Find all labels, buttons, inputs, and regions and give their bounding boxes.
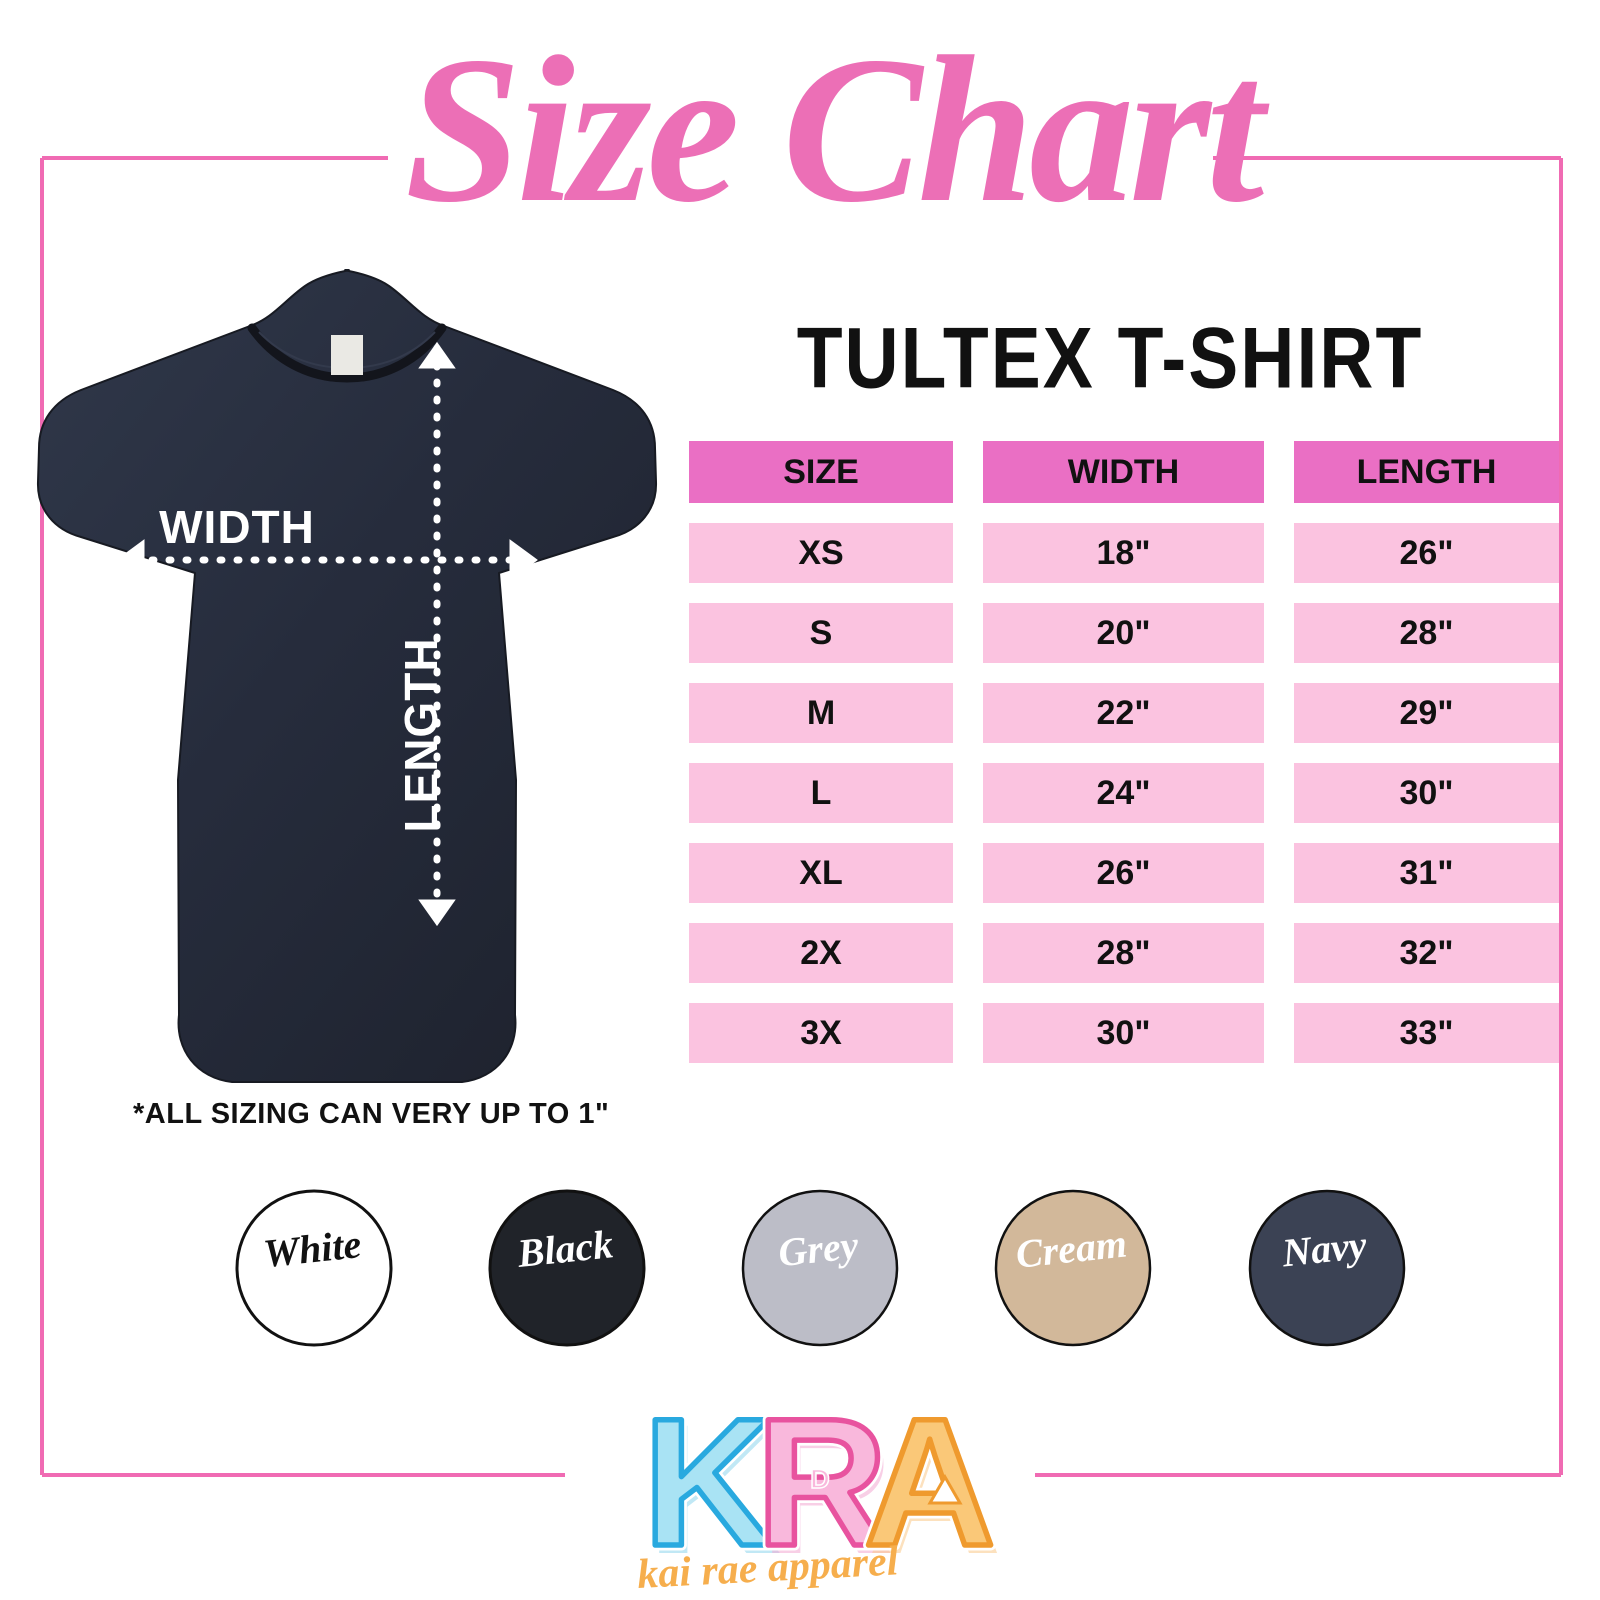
svg-text:D: D xyxy=(810,1464,830,1494)
